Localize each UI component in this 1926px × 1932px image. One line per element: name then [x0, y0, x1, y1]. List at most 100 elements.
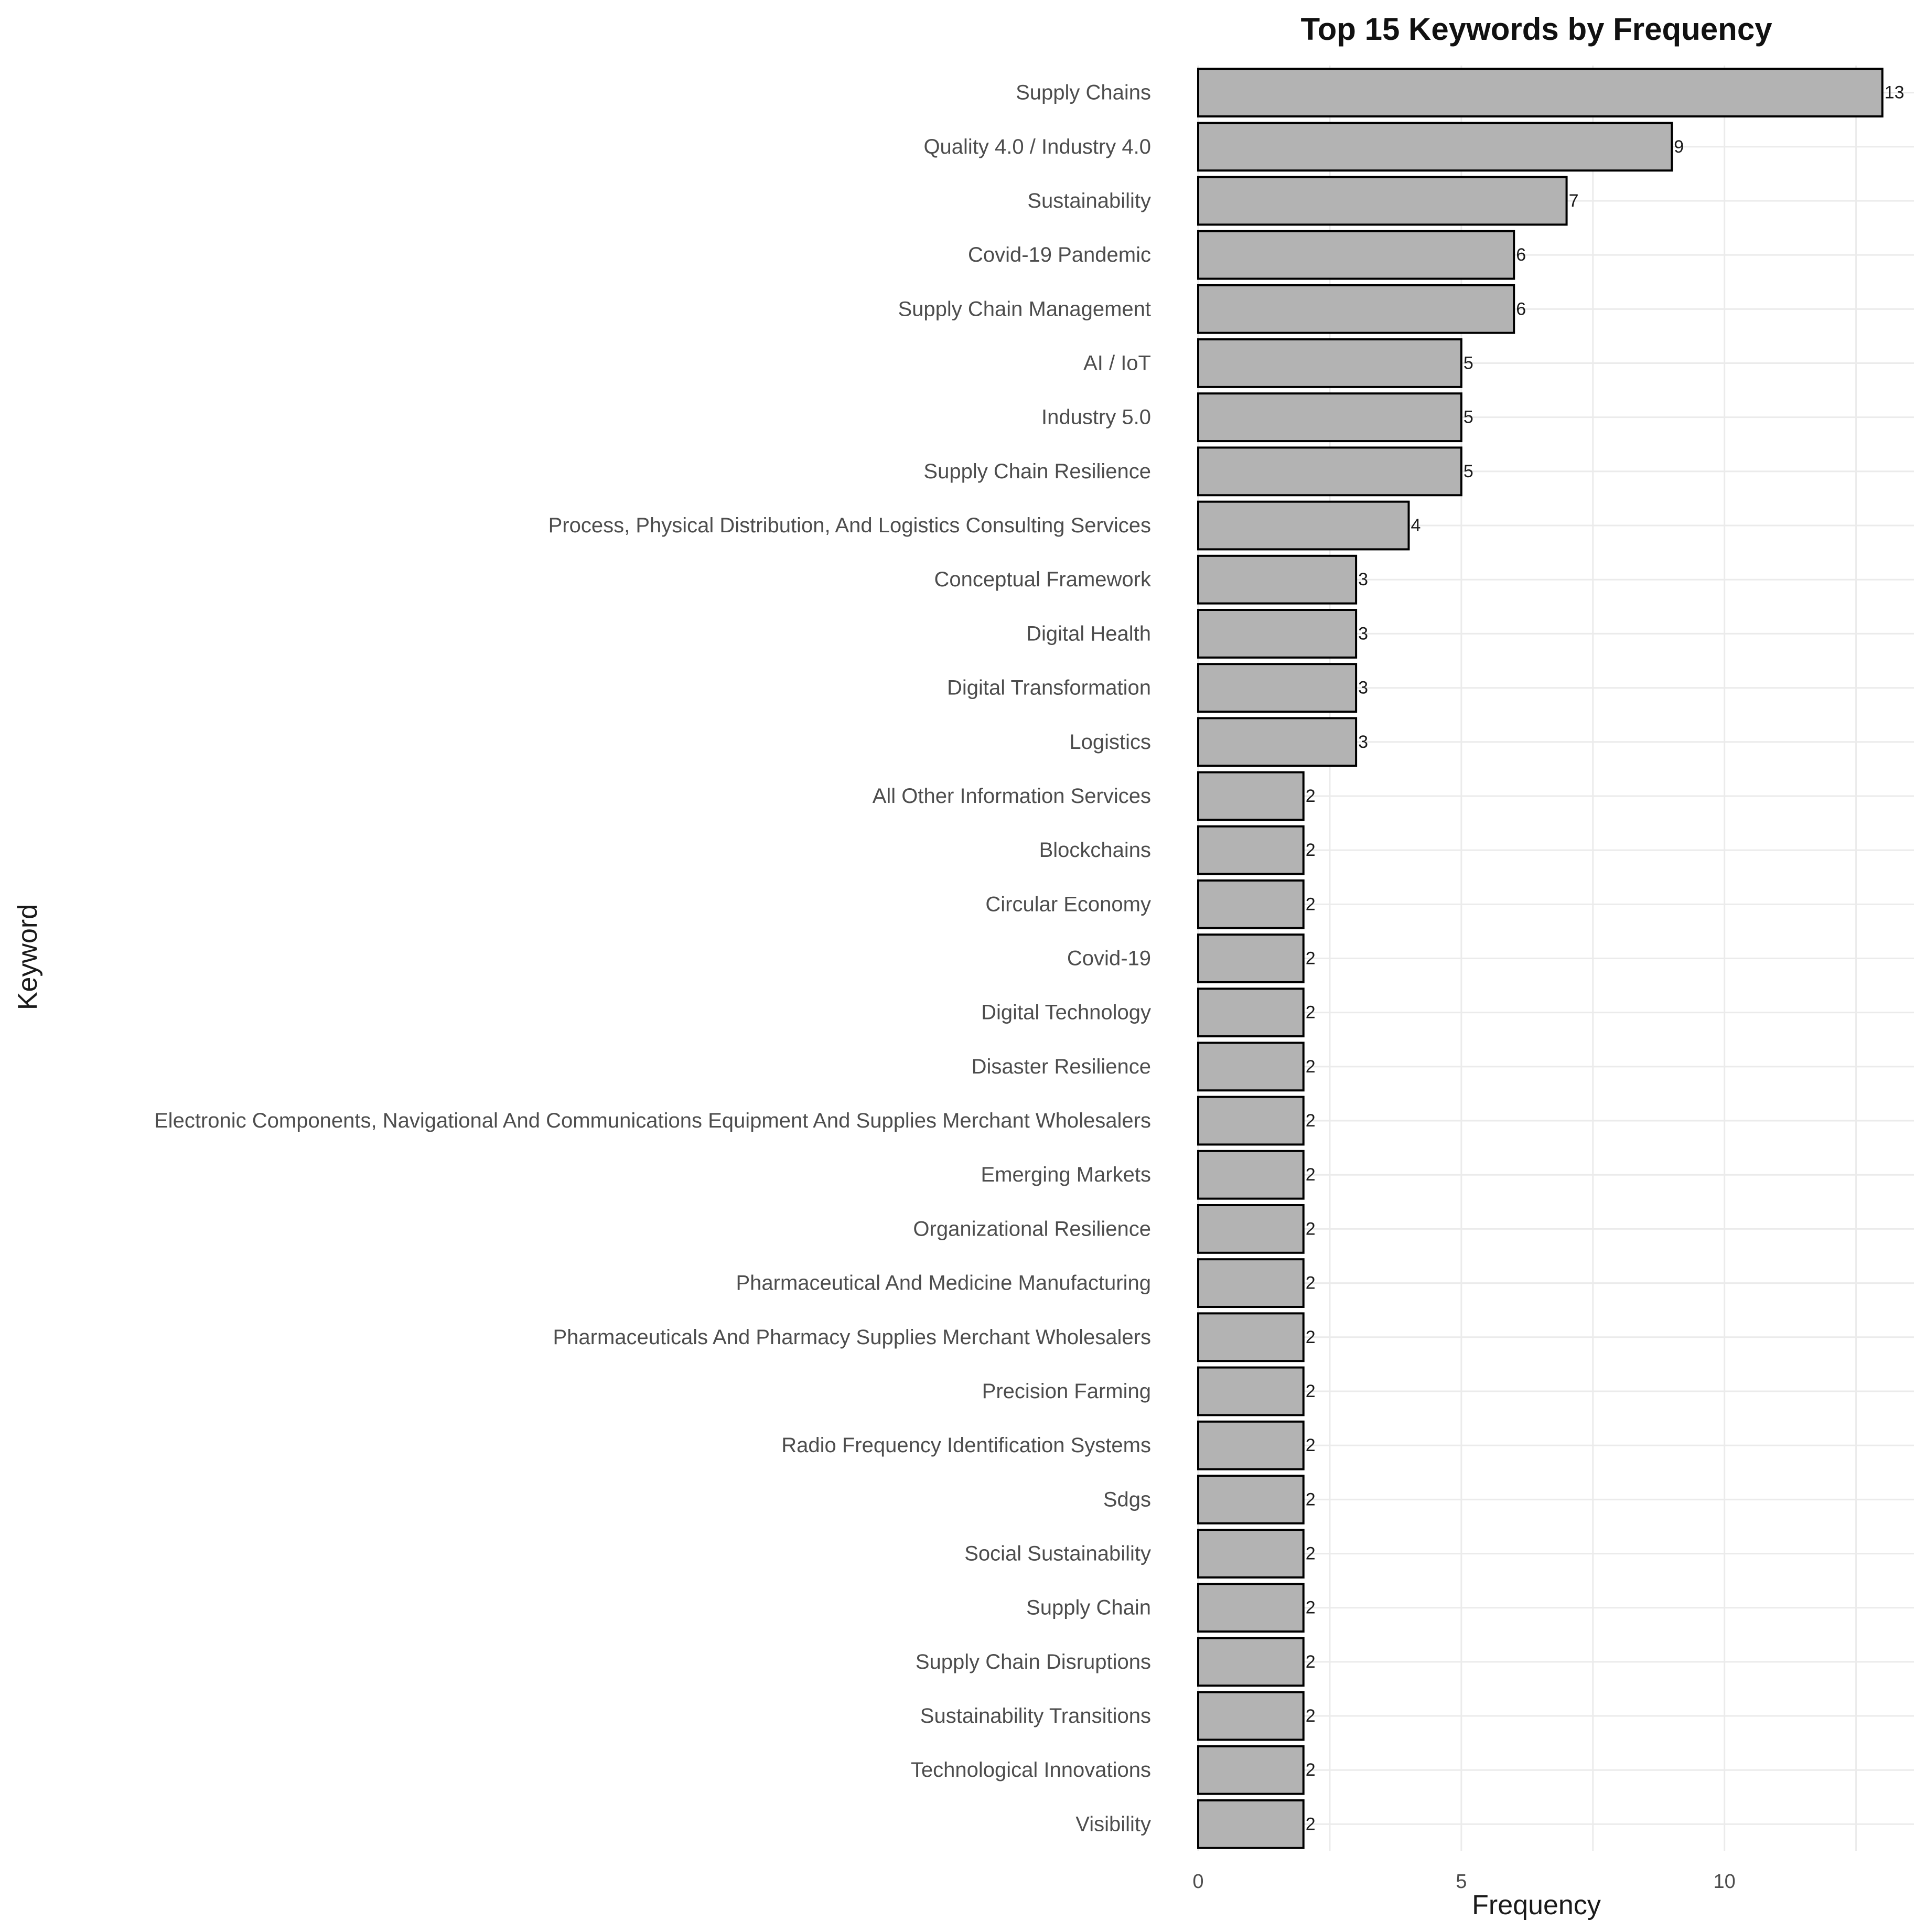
- y-tick-label: Sdgs: [1103, 1488, 1151, 1511]
- y-tick-label: Visibility: [1075, 1812, 1151, 1836]
- y-tick-label: Supply Chains: [1016, 81, 1151, 104]
- y-tick-label: Supply Chain Resilience: [923, 460, 1151, 483]
- bar: [1197, 1420, 1305, 1471]
- bar: [1197, 176, 1568, 226]
- y-tick-label: Pharmaceuticals And Pharmacy Supplies Me…: [553, 1326, 1151, 1349]
- bar: [1197, 338, 1462, 388]
- value-label: 2: [1306, 1003, 1316, 1023]
- y-tick-label: Circular Economy: [985, 893, 1151, 916]
- value-label: 2: [1306, 894, 1316, 914]
- value-label: 2: [1306, 1273, 1316, 1293]
- value-label: 2: [1306, 1814, 1316, 1834]
- bar: [1197, 1745, 1305, 1795]
- bar: [1197, 1312, 1305, 1362]
- y-tick-label: Blockchains: [1039, 839, 1151, 862]
- y-tick-label: Logistics: [1069, 731, 1151, 754]
- bar: [1197, 1637, 1305, 1687]
- value-label: 2: [1306, 1327, 1316, 1347]
- y-tick-label: AI / IoT: [1083, 352, 1151, 375]
- y-tick-label: Digital Technology: [981, 1001, 1151, 1024]
- chart-title: Top 15 Keywords by Frequency: [1300, 12, 1772, 47]
- bar: [1197, 500, 1410, 551]
- bar: [1197, 230, 1515, 280]
- x-axis-title: Frequency: [1472, 1890, 1601, 1920]
- bar: [1197, 1529, 1305, 1579]
- value-label: 2: [1306, 1598, 1316, 1618]
- value-label: 2: [1306, 1544, 1316, 1564]
- value-label: 2: [1306, 1057, 1316, 1077]
- bar: [1197, 1042, 1305, 1092]
- y-tick-label: Sustainability Transitions: [920, 1704, 1151, 1727]
- bar: [1197, 392, 1462, 443]
- value-label: 2: [1306, 1165, 1316, 1185]
- bar: [1197, 609, 1358, 659]
- value-label: 2: [1306, 786, 1316, 806]
- bar: [1197, 554, 1358, 605]
- y-tick-label: Digital Health: [1026, 622, 1151, 645]
- bar: [1197, 1799, 1305, 1849]
- y-tick-label: Electronic Components, Navigational And …: [154, 1109, 1151, 1132]
- y-axis-title: Keyword: [13, 904, 43, 1010]
- bars: [1197, 68, 1884, 1849]
- value-label: 6: [1516, 299, 1526, 319]
- bar: [1197, 1474, 1305, 1525]
- y-tick-label: Radio Frequency Identification Systems: [781, 1434, 1151, 1457]
- y-tick-label: Digital Transformation: [947, 677, 1151, 700]
- value-label: 6: [1516, 245, 1526, 265]
- y-tick-label: Technological Innovations: [911, 1758, 1151, 1781]
- value-label: 2: [1306, 1381, 1316, 1401]
- y-tick-label: Disaster Resilience: [972, 1055, 1151, 1078]
- y-tick-label: Industry 5.0: [1041, 406, 1151, 429]
- y-tick-label: Covid-19 Pandemic: [968, 243, 1151, 266]
- bar: [1197, 1150, 1305, 1200]
- value-label: 3: [1358, 570, 1368, 589]
- x-tick-label: 10: [1714, 1871, 1736, 1893]
- y-tick-label: Supply Chain Disruptions: [916, 1650, 1151, 1673]
- x-tick-label: 0: [1192, 1871, 1203, 1893]
- bar: [1197, 717, 1358, 767]
- bar: [1197, 1583, 1305, 1633]
- bar: [1197, 1096, 1305, 1146]
- bar: [1197, 122, 1673, 172]
- y-tick-label: Supply Chain Management: [898, 297, 1151, 320]
- value-label: 4: [1411, 516, 1421, 535]
- value-label: 13: [1885, 83, 1905, 103]
- value-labels: 13 9 7 6 6 5 5 5 4 3 3 3 3 2 2 2 2 2 2 2 2 2 2 2 2 2 2 2 2 2 2 2 2: [1306, 83, 1905, 1834]
- value-label: 3: [1358, 624, 1368, 643]
- value-label: 5: [1464, 461, 1473, 481]
- bar: [1197, 988, 1305, 1038]
- value-label: 2: [1306, 1111, 1316, 1131]
- y-tick-label: Organizational Resilience: [913, 1217, 1151, 1240]
- y-tick-label: Covid-19: [1067, 947, 1151, 970]
- bar: [1197, 446, 1462, 497]
- bar: [1197, 1258, 1305, 1308]
- bar: [1197, 1691, 1305, 1741]
- value-label: 3: [1358, 732, 1368, 752]
- value-label: 2: [1306, 1760, 1316, 1780]
- y-tick-label: Quality 4.0 / Industry 4.0: [923, 135, 1151, 158]
- y-tick-label: Pharmaceutical And Medicine Manufacturin…: [736, 1272, 1151, 1295]
- value-label: 2: [1306, 949, 1316, 969]
- bar: [1197, 825, 1305, 875]
- bar: [1197, 879, 1305, 929]
- y-tick-label: Process, Physical Distribution, And Logi…: [548, 514, 1151, 537]
- y-tick-label: Supply Chain: [1026, 1596, 1151, 1619]
- value-label: 7: [1569, 191, 1579, 211]
- value-label: 2: [1306, 1706, 1316, 1726]
- value-label: 2: [1306, 1652, 1316, 1672]
- value-label: 5: [1464, 407, 1473, 427]
- value-label: 5: [1464, 353, 1473, 373]
- y-tick-label: Sustainability: [1027, 189, 1151, 212]
- bar: [1197, 1366, 1305, 1416]
- x-tick-label: 5: [1456, 1871, 1467, 1893]
- value-label: 2: [1306, 840, 1316, 860]
- y-tick-label: Precision Farming: [982, 1380, 1151, 1403]
- y-tick-label: Conceptual Framework: [934, 568, 1152, 591]
- bar: [1197, 284, 1515, 334]
- x-axis-tick-labels: 0 5 10: [1192, 1871, 1735, 1893]
- bar: [1197, 68, 1884, 117]
- bar: [1197, 1204, 1305, 1254]
- bar: [1197, 933, 1305, 983]
- y-axis-tick-labels: Supply Chains Quality 4.0 / Industry 4.0 S…: [154, 81, 1152, 1836]
